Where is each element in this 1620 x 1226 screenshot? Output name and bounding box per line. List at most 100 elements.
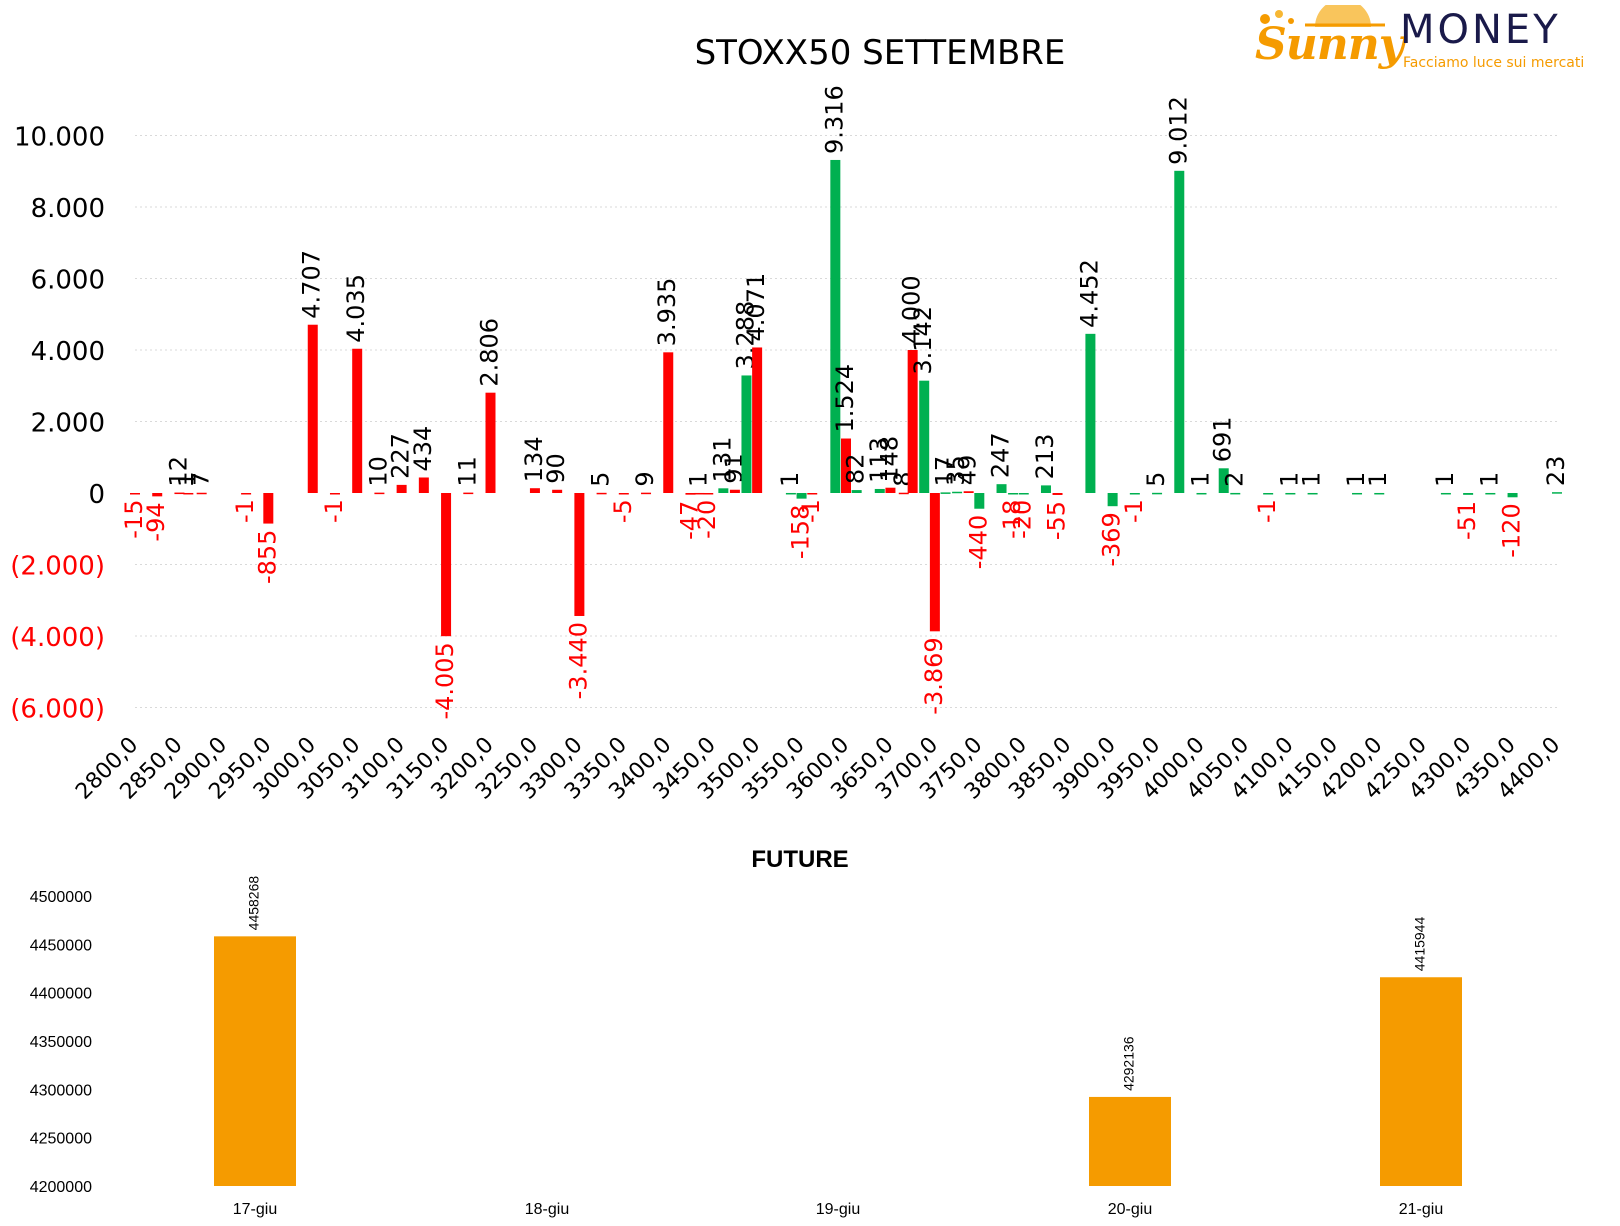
oi-bar [352,348,363,493]
data-label: -15 [120,500,148,539]
data-label: -440 [964,515,992,569]
logo-money-text: MONEY [1400,7,1561,53]
oi-bar [898,492,909,495]
data-label: 2 [1220,472,1248,487]
future-x-tick-label: 21-giu [1399,1201,1443,1218]
data-label: 4.035 [342,274,370,343]
y-tick-label: 8.000 [31,194,105,224]
data-label: 7 [187,471,215,486]
future-bar [214,936,296,1186]
data-label: -1 [797,499,825,523]
data-label: 5 [587,472,615,487]
oi-bar [263,493,274,524]
data-label: 2.806 [476,318,504,387]
oi-bar [1196,492,1207,495]
chart-title: STOXX50 SETTEMBRE [695,33,1066,73]
options-oi-chart: STOXX50 SETTEMBRE (6.000) (4.000) (2.000) 0 2… [10,33,1570,805]
oi-bar [1374,492,1385,495]
data-label: -51 [1453,501,1481,540]
data-label: 1 [1342,472,1370,487]
data-label: -4.005 [431,642,459,719]
data-label: -369 [1098,512,1126,566]
data-label: 1 [1364,472,1392,487]
oi-bar [1052,493,1063,495]
data-label: 12 [164,456,192,487]
oi-bar [1107,493,1118,507]
oi-bar [1352,492,1363,495]
future-y-tick-label: 4200000 [30,1179,92,1196]
oi-bar [703,493,714,495]
oi-bar [641,492,652,495]
future-y-tick-label: 4300000 [30,1082,92,1099]
data-label: 1 [1275,472,1303,487]
y-tick-label: 10.000 [14,123,105,153]
future-title: FUTURE [751,846,848,873]
oi-bar [241,493,252,495]
data-label: -5 [609,499,637,523]
y-tick-label: (4.000) [10,623,105,653]
oi-bar [663,352,674,493]
oi-bar [807,493,818,495]
data-label: 35 [942,455,970,486]
oi-bar [729,489,740,493]
future-data-label: 4292136 [1121,1036,1137,1091]
data-label: 90 [542,453,570,484]
data-label: 1 [1431,472,1459,487]
data-label: 4.000 [898,275,926,344]
oi-bar [1263,493,1274,495]
data-label: 131 [708,437,736,483]
data-label: 9 [631,471,659,486]
oi-bar [718,488,729,493]
data-label: 9.316 [820,85,848,154]
oi-bar [196,492,207,495]
oi-bar [1552,492,1562,494]
future-data-label: 4458268 [246,876,262,931]
data-label: 5 [1142,472,1170,487]
data-label: 49 [954,455,982,486]
future-x-tick-label: 18-giu [525,1201,569,1218]
oi-bar [1285,492,1296,495]
oi-bar [694,492,705,495]
oi-bar [1085,333,1096,493]
future-y-tick-label: 4250000 [30,1131,92,1148]
data-label: 247 [987,432,1015,478]
oi-bar [574,493,585,616]
data-label: 1 [1187,472,1215,487]
data-label: -20 [1009,500,1037,539]
oi-bar [552,489,563,493]
data-label: 1 [684,472,712,487]
future-bar [1089,1096,1171,1186]
data-label: 1 [1475,472,1503,487]
oi-bar [463,492,474,495]
oi-bar [907,350,918,493]
oi-bar [418,477,429,493]
oi-bar [485,392,496,493]
data-label: 4.071 [742,273,770,342]
oi-bar [441,493,452,637]
data-label: -120 [1498,503,1526,557]
data-label: 11 [453,456,481,487]
oi-bar [1018,493,1029,495]
future-x-tick-label: 19-giu [816,1201,860,1218]
oi-bar [374,492,385,495]
oi-bar [1008,493,1019,495]
oi-bar [929,493,940,632]
data-label: 3.142 [909,306,937,375]
oi-bar [1440,492,1451,495]
oi-bar [952,491,963,494]
future-y-tick-label: 4350000 [30,1034,92,1051]
future-bar [1380,977,1462,1186]
future-chart: FUTURE 4200000 4250000 4300000 4350000 440000… [30,846,1462,1218]
oi-bar [996,484,1007,493]
data-label: -1 [1253,499,1281,523]
oi-bar [1218,468,1229,493]
oi-bar [1463,493,1474,495]
oi-bar [752,347,763,493]
oi-bar [1129,493,1140,495]
oi-bar [796,493,807,499]
oi-bar [830,159,841,493]
data-label: 17 [931,456,959,487]
data-label: 10 [364,456,392,487]
y-tick-label: (2.000) [10,552,105,582]
oi-bar [685,493,696,495]
